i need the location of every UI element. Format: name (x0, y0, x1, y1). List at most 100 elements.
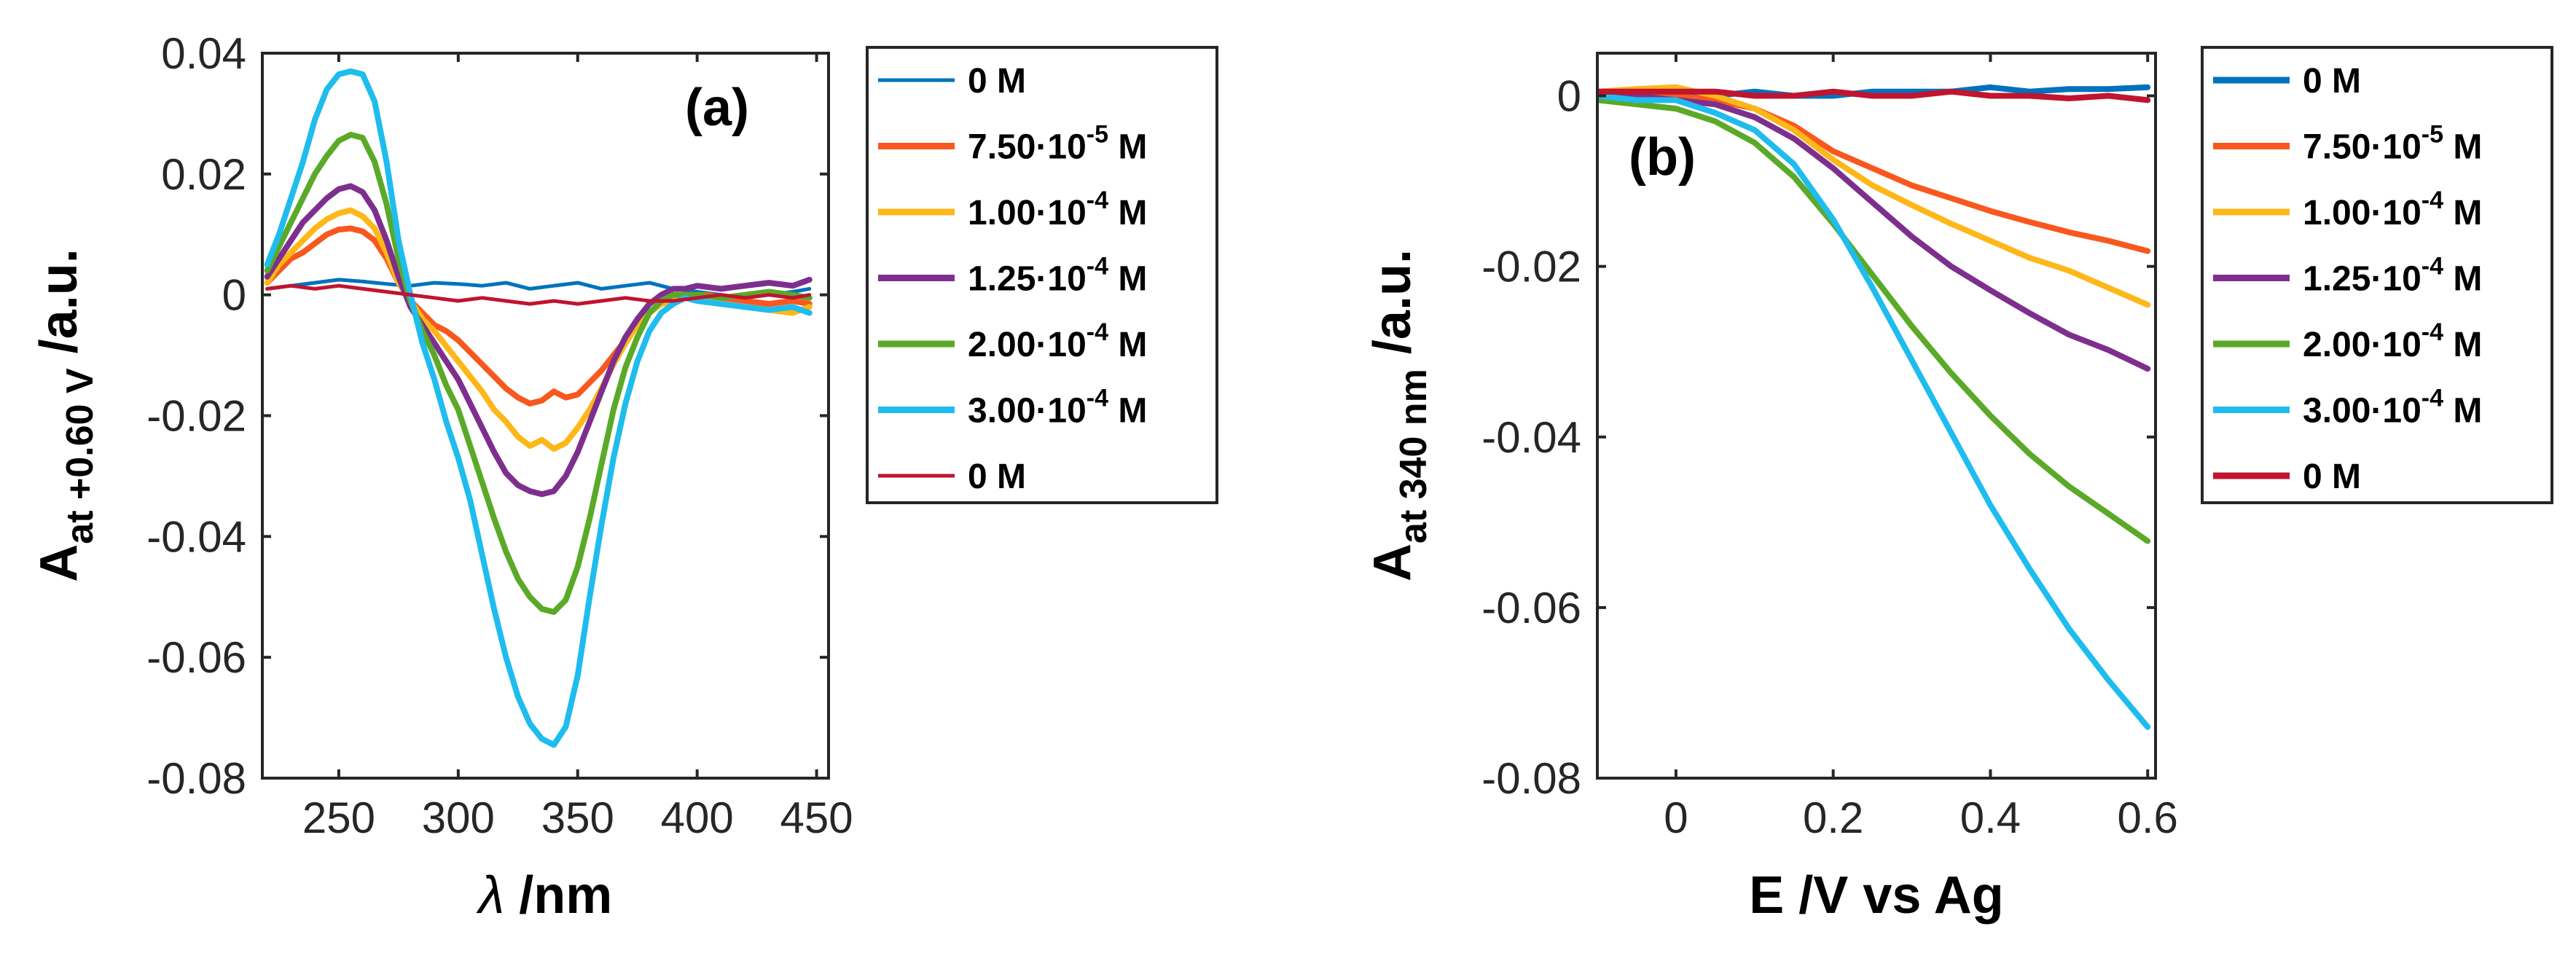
panel-a-xlabel-symbol: λ (476, 866, 504, 925)
panel-b-legend-label-3-base: 1.25·10 (2303, 260, 2422, 299)
panel-a-xtick-label-0: 250 (302, 793, 375, 842)
panel-a-ytick-label-3: -0.02 (146, 392, 246, 441)
panel-b-ytick-label-3: -0.06 (1481, 584, 1581, 632)
panel-b: 0 0.2 0.4 0.6 0 -0.02 -0.04 -0.06 -0.08 (b) E /V v… (1363, 46, 2553, 925)
panel-b-legend-label-1-base: 7.50·10 (2303, 128, 2422, 167)
panel-b-legend-label-6-base: 0 M (2303, 458, 2361, 496)
panel-a-legend-label-1-unit: M (1108, 128, 1147, 167)
panel-b-legend-label-1-exp: -5 (2422, 121, 2443, 149)
panel-a-ytick-label-4: -0.04 (146, 512, 246, 561)
panel-b-ytick-label-2: -0.04 (1481, 413, 1581, 462)
panel-b-legend-label-3: 1.25·10-4 M (2303, 253, 2482, 299)
panel-b-legend-label-4: 2.00·10-4 M (2303, 318, 2482, 364)
panel-a-ylabel: Aat +0.60 V /a.u. (30, 248, 101, 581)
panel-a-series-line-5 (264, 68, 813, 748)
panel-a-ytick-label-2: 0 (222, 271, 246, 320)
panel-b-legend-label-1: 7.50·10-5 M (2303, 121, 2482, 167)
panel-b-legend-label-3-unit: M (2443, 260, 2482, 299)
panel-a-xlabel: λ /nm (476, 866, 612, 925)
panel-a-legend-label-3: 1.25·10-4 M (968, 253, 1147, 299)
panel-a-xtick-label-2: 350 (541, 793, 614, 842)
panel-b-legend-label-4-base: 2.00·10 (2303, 326, 2422, 364)
panel-b-legend-label-2: 1.00·10-4 M (2303, 187, 2482, 232)
panel-a-legend-label-2-unit: M (1108, 194, 1147, 232)
panel-a-xtick-label-3: 400 (661, 793, 734, 842)
panel-a-legend-label-4-base: 2.00·10 (968, 326, 1087, 364)
panel-b-xtick-label-1: 0.2 (1803, 793, 1863, 842)
panel-a-legend-label-6: 0 M (968, 458, 1026, 496)
panel-a-legend-label-1: 7.50·10-5 M (968, 121, 1147, 167)
panel-a-legend: 0 M7.50·10-5 M1.00·10-4 M1.25·10-4 M2.00… (866, 46, 1218, 504)
panel-a-ytick-label-5: -0.06 (146, 633, 246, 682)
panel-b-legend: 0 M7.50·10-5 M1.00·10-4 M1.25·10-4 M2.00… (2201, 46, 2553, 504)
panel-a-legend-label-6-base: 0 M (968, 458, 1026, 496)
panel-a-series (264, 68, 813, 748)
panel-b-series-line-1 (1597, 93, 2151, 254)
panel-b-ytick-label-0: 0 (1557, 72, 1581, 121)
panel-b-ylabel-main: A (1363, 544, 1422, 581)
panel-a-xlabel-unit: /nm (504, 866, 612, 925)
panel-b-legend-label-0-base: 0 M (2303, 62, 2361, 101)
panel-b-legend-label-2-exp: -4 (2422, 187, 2443, 214)
panel-a-legend-label-4-unit: M (1108, 326, 1147, 364)
panel-b-legend-label-5-exp: -4 (2422, 385, 2443, 412)
panel-a-series-line-6 (265, 283, 812, 306)
panel-b-axes-box (1596, 52, 2157, 780)
panel-b-series-line-6 (1597, 88, 2151, 103)
panel-a-xtick-label-4: 450 (780, 793, 853, 842)
panel-a-ytick-label-1: 0.02 (161, 150, 246, 199)
panel-a-legend-label-5: 3.00·10-4 M (968, 385, 1147, 431)
panel-a-legend-label-0-base: 0 M (968, 62, 1026, 101)
panel-a-legend-label-5-unit: M (1108, 392, 1147, 431)
panel-a-ylabel-main: A (30, 544, 88, 582)
panel-a-ytick-label-0: 0.04 (161, 29, 246, 78)
panel-b-legend-label-1-unit: M (2443, 128, 2482, 167)
panel-a-legend-label-1-exp: -5 (1087, 121, 1108, 149)
panel-b-ylabel: Aat 340 nm /a.u. (1363, 249, 1435, 581)
panel-a-legend-label-5-exp: -4 (1087, 385, 1108, 412)
panel-b-ytick-label-4: -0.08 (1481, 754, 1581, 803)
panel-b-legend-label-2-base: 1.00·10 (2303, 194, 2422, 232)
panel-a-legend-label-5-base: 3.00·10 (968, 392, 1087, 431)
panel-a-ytick-label-6: -0.08 (146, 754, 246, 803)
panel-b-xlabel: E /V vs Ag (1749, 866, 2003, 925)
panel-b-xtick-label-0: 0 (1664, 793, 1688, 842)
panel-b-legend-label-3-exp: -4 (2422, 253, 2443, 281)
panel-a-legend-label-0: 0 M (968, 62, 1026, 101)
panel-a-legend-label-2-base: 1.00·10 (968, 194, 1087, 232)
panel-a-legend-label-1-base: 7.50·10 (968, 128, 1087, 167)
panel-a-legend-label-4: 2.00·10-4 M (968, 318, 1147, 364)
panel-b-legend-label-0: 0 M (2303, 62, 2361, 101)
panel-a-series-line-3 (264, 183, 813, 498)
panel-a-ylabel-sub: at +0.60 V (59, 368, 101, 544)
panel-b-legend-label-5-unit: M (2443, 392, 2482, 431)
panel-b-xtick-label-2: 0.4 (1960, 793, 2021, 842)
panel-a-legend-label-3-unit: M (1108, 260, 1147, 299)
panel-a-label: (a) (685, 79, 749, 137)
panel-b-legend-label-2-unit: M (2443, 194, 2482, 232)
panel-a-legend-label-2: 1.00·10-4 M (968, 187, 1147, 232)
panel-b-series-line-5 (1597, 93, 2151, 730)
panel-a: 250 300 350 400 450 0.04 0.02 0 -0.02 -0.04 -0.06 -… (30, 29, 1218, 925)
panel-b-ylabel-unit: /a.u. (1363, 249, 1422, 369)
panel-b-legend-label-5: 3.00·10-4 M (2303, 385, 2482, 431)
panel-b-legend-label-5-base: 3.00·10 (2303, 392, 2422, 431)
panel-b-ylabel-sub: at 340 nm (1393, 369, 1435, 544)
panel-b-legend-label-4-unit: M (2443, 326, 2482, 364)
panel-a-legend-label-3-exp: -4 (1087, 253, 1108, 281)
panel-b-ytick-label-1: -0.02 (1481, 243, 1581, 291)
panel-b-legend-label-6: 0 M (2303, 458, 2361, 496)
panel-b-label: (b) (1629, 128, 1696, 187)
panel-a-legend-label-2-exp: -4 (1087, 187, 1108, 214)
panel-b-legend-label-4-exp: -4 (2422, 318, 2443, 346)
panel-a-legend-label-4-exp: -4 (1087, 318, 1108, 346)
panel-b-series (1597, 84, 2151, 730)
panel-a-series-line-4 (264, 131, 813, 615)
panel-b-xtick-label-3: 0.6 (2118, 793, 2178, 842)
panel-a-ylabel-unit: /a.u. (30, 248, 88, 368)
panel-a-xtick-label-1: 300 (422, 793, 495, 842)
panel-b-series-line-4 (1597, 97, 2151, 544)
panel-a-legend-label-3-base: 1.25·10 (968, 260, 1087, 299)
